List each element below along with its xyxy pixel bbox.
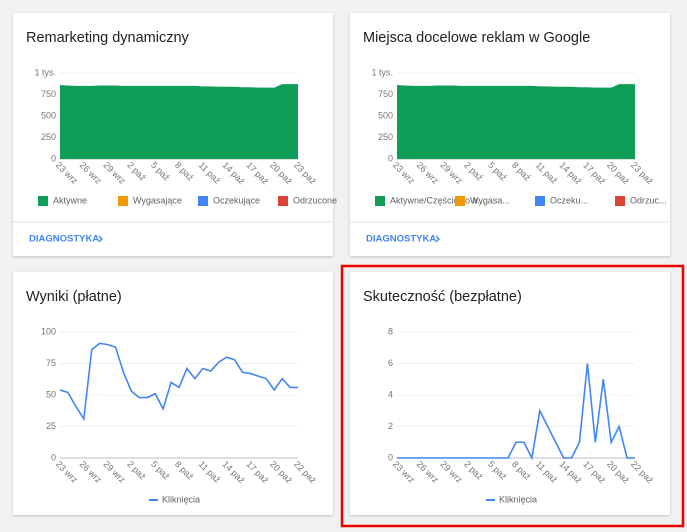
area (397, 84, 635, 159)
line (397, 363, 635, 461)
y-tick-label: 25 (46, 421, 56, 431)
legend-label: Kliknięcia (499, 494, 537, 504)
chevron (98, 235, 103, 243)
legend-swatch (455, 196, 465, 206)
y-tick-label: 0 (51, 153, 56, 163)
legend-label: Aktywne/Częściowo a... (390, 195, 485, 205)
chevron (435, 235, 440, 243)
y-tick-label: 1 tys. (371, 67, 393, 77)
legend-label: Oczeku... (550, 195, 588, 205)
card (350, 272, 670, 515)
card (13, 272, 333, 515)
y-tick-label: 8 (388, 326, 393, 336)
legend-label: Aktywne (53, 195, 87, 205)
card-title: Miejsca docelowe reklam w Google (363, 30, 590, 46)
legend-swatch (118, 196, 128, 206)
y-tick-label: 2 (388, 421, 393, 431)
y-tick-label: 1 tys. (34, 67, 56, 77)
y-tick-label: 250 (41, 132, 56, 142)
line (59, 342, 298, 422)
y-tick-label: 750 (41, 89, 56, 99)
y-tick-label: 4 (388, 389, 393, 399)
legend-swatch (198, 196, 208, 206)
legend-swatch (278, 196, 288, 206)
legend-swatch (535, 196, 545, 206)
y-tick-label: 750 (378, 89, 393, 99)
diagnostics-link[interactable]: DIAGNOSTYKA (29, 234, 99, 245)
highlight-box (340, 264, 685, 528)
legend-swatch (375, 196, 385, 206)
y-tick-label: 500 (378, 110, 393, 120)
legend-swatch (38, 196, 48, 206)
legend-label: Odrzucone (293, 195, 337, 205)
legend-label: Wygasa... (470, 195, 510, 205)
y-tick-label: 6 (388, 358, 393, 368)
card-title: Remarketing dynamiczny (26, 30, 190, 46)
y-tick-label: 0 (388, 452, 393, 462)
card-title: Skuteczność (bezpłatne) (363, 289, 522, 305)
legend-label: Oczekujące (213, 195, 260, 205)
y-tick-label: 0 (388, 153, 393, 163)
legend-label: Kliknięcia (162, 494, 200, 504)
y-tick-label: 0 (51, 452, 56, 462)
y-tick-label: 75 (46, 358, 56, 368)
diagnostics-link[interactable]: DIAGNOSTYKA (366, 234, 436, 245)
y-tick-label: 50 (46, 389, 56, 399)
legend-label: Odrzuc... (630, 195, 667, 205)
y-tick-label: 250 (378, 132, 393, 142)
area (60, 84, 298, 159)
legend-swatch (615, 196, 625, 206)
y-tick-label: 500 (41, 110, 56, 120)
card-title: Wyniki (płatne) (26, 289, 122, 305)
y-tick-label: 100 (41, 326, 56, 336)
legend-label: Wygasające (133, 195, 182, 205)
